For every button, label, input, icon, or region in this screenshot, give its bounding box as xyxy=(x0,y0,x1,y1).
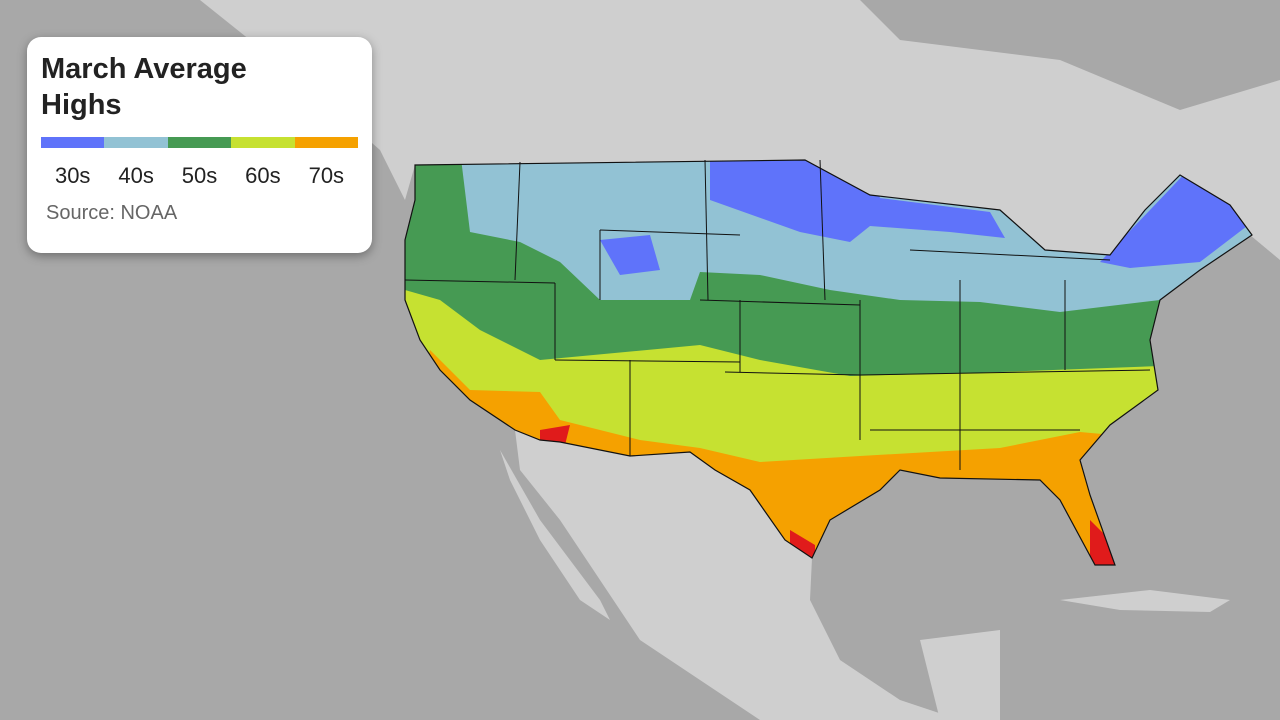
scale-swatch-50s xyxy=(167,137,232,148)
scale-label: 50s xyxy=(181,163,218,188)
zone-extreme xyxy=(540,425,570,445)
temperature-zones xyxy=(405,160,1252,565)
us-outline xyxy=(404,159,1253,566)
legend-title: March Average Highs xyxy=(41,53,247,121)
zone-extreme xyxy=(1090,520,1120,565)
state-borders xyxy=(404,159,1151,470)
scale-label: 60s xyxy=(245,163,281,188)
scale-label: 30s xyxy=(54,163,91,188)
scale-label: 70s xyxy=(308,163,345,188)
scale-swatch-30s xyxy=(41,137,105,148)
scale-labels: 30s 40s 50s 60s 70s xyxy=(41,163,358,189)
color-scale xyxy=(41,137,359,148)
legend-card: March Average Highs 30s 40s 50s 60s 70s … xyxy=(27,37,372,253)
source-note: Source: NOAA xyxy=(46,202,178,224)
scale-swatch-60s xyxy=(231,137,295,148)
zone-30s xyxy=(600,235,660,275)
scale-label: 40s xyxy=(118,163,154,188)
zone-30s xyxy=(710,160,1005,242)
scale-swatch-70s xyxy=(294,137,359,148)
scale-swatch-40s xyxy=(104,137,168,148)
